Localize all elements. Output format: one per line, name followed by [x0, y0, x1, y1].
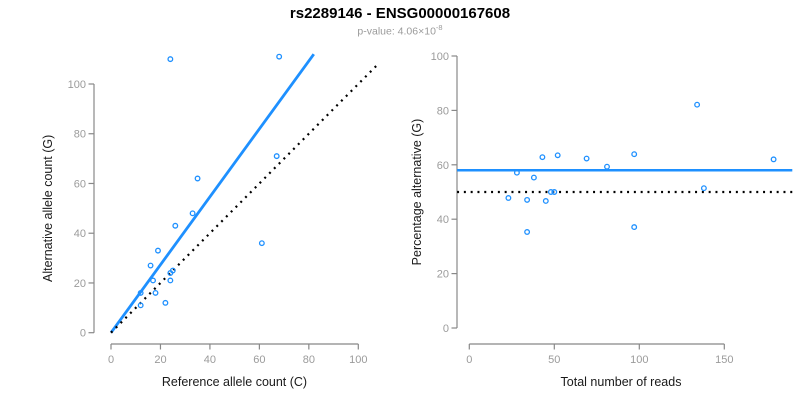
data-point: [583, 155, 590, 162]
x-axis-label: Reference allele count (C): [162, 375, 307, 389]
data-point: [604, 163, 610, 170]
y-tick-label: 40: [74, 228, 86, 240]
y-tick-label: 80: [437, 105, 449, 117]
x-tick-label: 60: [253, 354, 265, 366]
data-point: [542, 198, 549, 204]
data-point: [524, 196, 531, 203]
y-axis-label: Percentage alternative (G): [410, 119, 424, 266]
data-point: [137, 302, 144, 309]
y-tick-label: 60: [437, 160, 449, 172]
data-point: [700, 185, 707, 192]
x-tick-label: 80: [303, 354, 315, 366]
data-point: [194, 175, 201, 182]
x-tick-label: 40: [204, 354, 216, 366]
x-tick-label: 20: [154, 354, 166, 366]
data-point: [189, 210, 196, 217]
data-point: [147, 262, 154, 269]
data-point: [162, 299, 169, 306]
y-tick-label: 20: [437, 269, 449, 281]
data-point: [258, 240, 265, 247]
data-point: [554, 152, 561, 159]
data-point: [694, 101, 701, 108]
data-point: [539, 154, 546, 161]
y-tick-label: 20: [74, 278, 86, 290]
data-point: [172, 222, 179, 229]
y-tick-label: 80: [74, 129, 86, 141]
data-point: [530, 174, 537, 181]
data-point: [547, 189, 554, 195]
y-tick-label: 0: [80, 328, 86, 340]
data-point: [524, 229, 531, 235]
x-axis-label: Total number of reads: [561, 375, 682, 389]
data-point: [631, 151, 638, 158]
data-point: [276, 53, 283, 60]
data-point: [152, 289, 159, 296]
data-point: [167, 277, 174, 284]
data-point: [167, 56, 174, 63]
y-tick-label: 100: [431, 51, 449, 63]
y-tick-label: 40: [437, 214, 449, 226]
data-point: [513, 169, 520, 176]
pvalue-exponent: -8: [435, 23, 443, 32]
identity-line: [110, 63, 379, 334]
x-tick-label: 0: [466, 354, 472, 366]
x-tick-label: 150: [715, 354, 733, 366]
fit-line: [109, 53, 315, 334]
x-tick-label: 100: [630, 354, 648, 366]
data-point: [137, 289, 144, 296]
pvalue-text: p-value: 4.06×10: [357, 25, 436, 38]
data-point: [770, 156, 777, 163]
y-axis-label: Alternative allele count (G): [41, 135, 55, 282]
figure-title: rs2289146 - ENSG00000167608: [289, 5, 511, 22]
x-tick-label: 100: [349, 354, 367, 366]
figure-subtitle: p-value: 4.06×10-8: [0, 23, 800, 38]
y-tick-label: 100: [68, 79, 86, 91]
data-point: [155, 247, 161, 254]
data-point: [273, 153, 280, 160]
data-point: [631, 224, 638, 231]
y-tick-label: 60: [74, 178, 86, 190]
x-tick-label: 0: [108, 354, 114, 366]
data-point: [551, 189, 558, 195]
data-point: [169, 267, 176, 274]
y-tick-label: 0: [443, 323, 449, 335]
data-point: [505, 195, 512, 201]
data-point: [150, 277, 156, 284]
x-tick-label: 50: [548, 354, 560, 366]
